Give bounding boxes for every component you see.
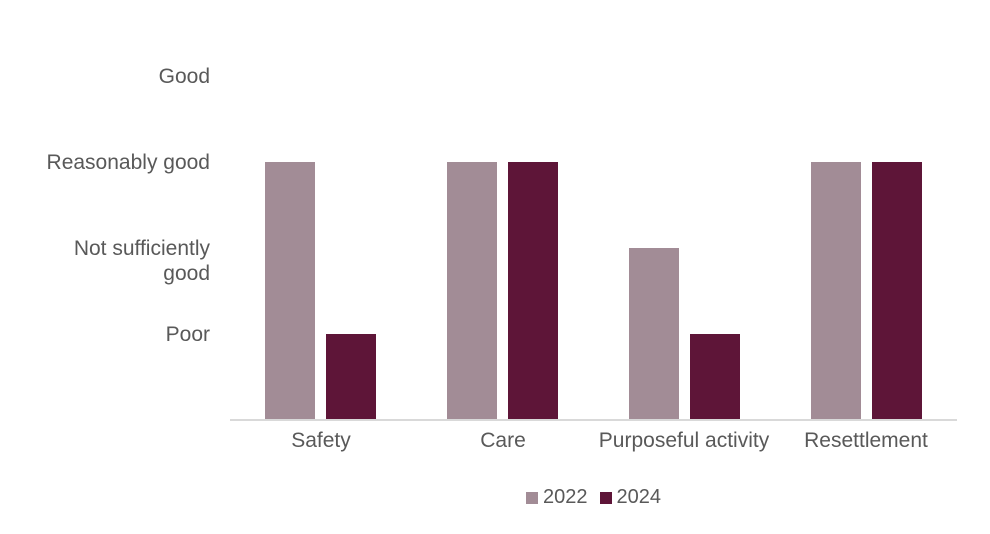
bar-2024-purposeful-activity bbox=[690, 334, 740, 420]
legend-item-2022: 2022 bbox=[526, 486, 588, 509]
legend: 2022 2024 bbox=[230, 486, 957, 509]
legend-label-2024: 2024 bbox=[616, 486, 662, 508]
bar-2022-care bbox=[447, 162, 497, 420]
x-tick-label-safety: Safety bbox=[291, 429, 351, 452]
y-tick-label-poor: Poor bbox=[165, 322, 210, 346]
bar-2022-safety bbox=[265, 162, 315, 420]
legend-swatch-2024 bbox=[599, 491, 612, 504]
bar-2024-care bbox=[508, 162, 558, 420]
y-tick-label-reasonably-good: Reasonably good bbox=[46, 150, 210, 174]
x-axis-line bbox=[230, 419, 957, 421]
y-tick-label-not-sufficiently-good: Not sufficiently good bbox=[73, 236, 210, 285]
legend-item-2024: 2024 bbox=[599, 486, 662, 509]
x-tick-label-care: Care bbox=[480, 429, 526, 452]
bar-2024-resettlement bbox=[872, 162, 922, 420]
bar-2022-purposeful-activity bbox=[629, 248, 679, 420]
bar-2024-safety bbox=[326, 334, 376, 420]
legend-label-2022: 2022 bbox=[543, 486, 588, 508]
y-tick-label-good: Good bbox=[158, 64, 210, 88]
x-tick-label-resettlement: Resettlement bbox=[804, 429, 928, 452]
bar-2022-resettlement bbox=[811, 162, 861, 420]
legend-swatch-2022 bbox=[526, 491, 538, 504]
x-tick-label-purposeful-activity: Purposeful activity bbox=[598, 429, 770, 452]
